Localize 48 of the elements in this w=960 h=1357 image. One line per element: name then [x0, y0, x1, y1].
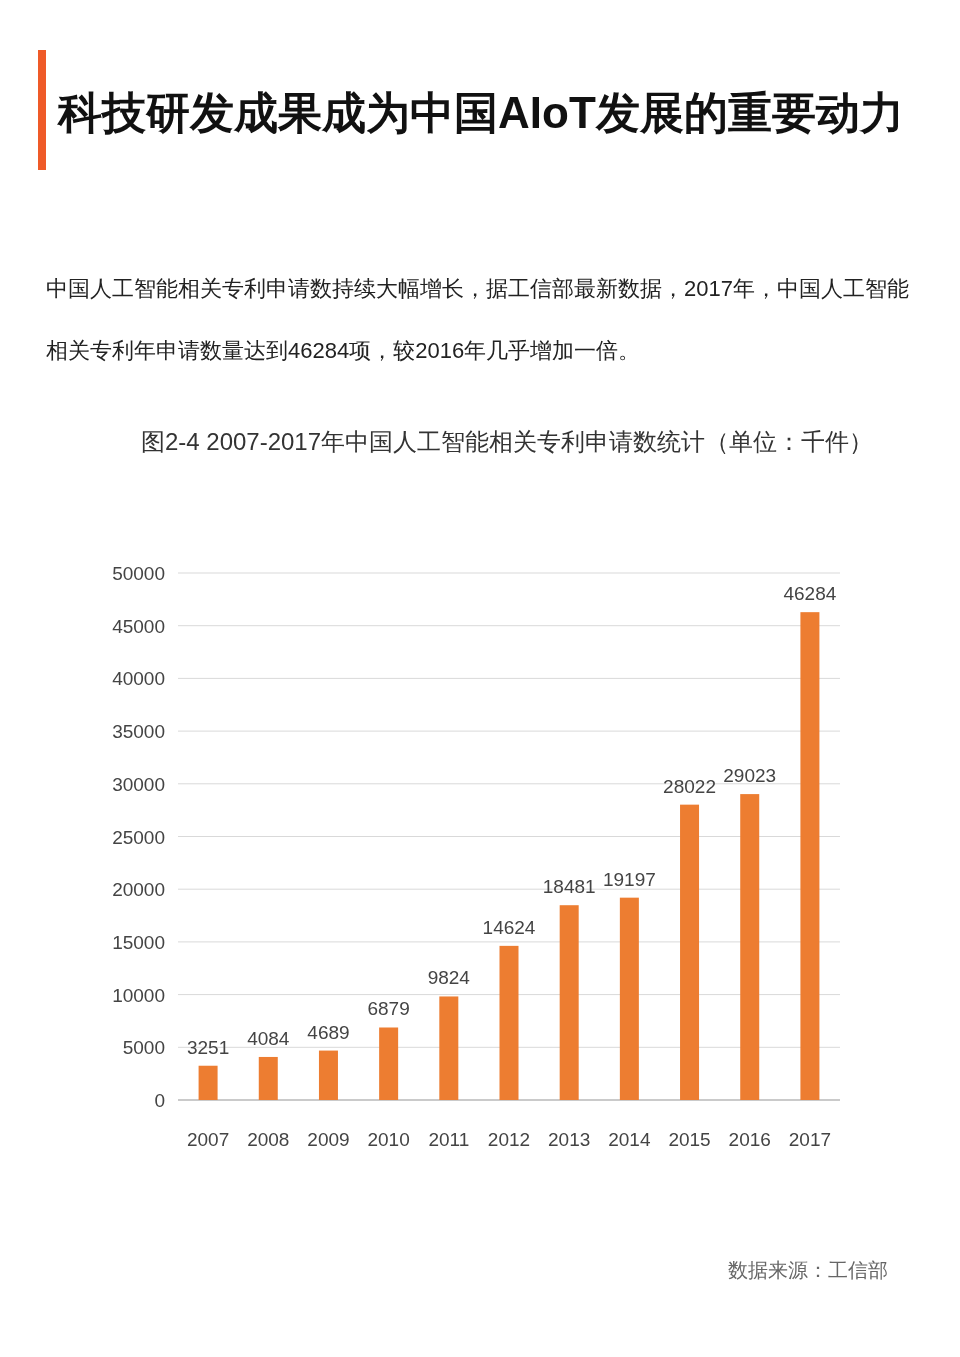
x-tick-label: 2017	[788, 1129, 832, 1150]
x-tick-label: 2013	[548, 1129, 591, 1150]
chart-title: 科技研发成果成为中国AIoT发展的重要动力	[57, 88, 904, 137]
bar	[198, 1065, 218, 1100]
y-tick-label: 20000	[112, 879, 165, 901]
y-tick-label: 45000	[112, 615, 165, 637]
data-label: 28022	[663, 775, 716, 797]
y-tick-label: 5000	[122, 1037, 165, 1059]
y-tick-label: 35000	[112, 721, 165, 743]
y-tick-label: 15000	[112, 931, 165, 953]
x-tick-label: 2014	[608, 1129, 651, 1150]
data-label: 4084	[247, 1027, 290, 1049]
y-tick-label: 50000	[112, 563, 165, 584]
caption: 图2-4 2007-2017年中国人工智能相关专利申请数统计（单位：千件）	[140, 428, 874, 455]
data-label: 18481	[542, 876, 596, 898]
data-label: 6879	[367, 998, 410, 1020]
x-tick-label: 2016	[728, 1129, 771, 1150]
bar	[258, 1056, 278, 1100]
x-tick-label: 2007	[186, 1129, 230, 1150]
data-label: 14624	[482, 916, 536, 938]
data-label: 9824	[427, 967, 471, 989]
y-tick-label: 30000	[112, 773, 165, 795]
bar	[439, 996, 459, 1100]
bar	[499, 945, 519, 1100]
bar	[800, 612, 820, 1100]
source-note: 数据来源：工信部	[728, 1259, 888, 1281]
x-tick-label: 2012	[487, 1129, 531, 1150]
bar	[379, 1027, 399, 1100]
x-tick-label: 2008	[247, 1129, 290, 1150]
bar	[559, 905, 579, 1100]
y-tick-label: 40000	[112, 668, 165, 690]
x-tick-label: 2010	[367, 1129, 410, 1150]
y-tick-label: 25000	[112, 826, 165, 848]
data-label: 46284	[783, 583, 837, 605]
data-label: 19197	[602, 868, 656, 890]
y-tick-label: 0	[154, 1090, 165, 1111]
data-label: 29023	[723, 765, 777, 787]
x-tick-label: 2009	[307, 1129, 350, 1150]
x-tick-label: 2011	[428, 1129, 470, 1150]
x-tick-label: 2015	[668, 1129, 711, 1150]
data-label: 4689	[307, 1021, 350, 1043]
bar	[680, 804, 700, 1100]
bar	[619, 897, 639, 1100]
bar	[318, 1050, 338, 1100]
bar	[740, 794, 760, 1100]
y-tick-label: 10000	[112, 984, 165, 1006]
data-label: 3251	[186, 1036, 230, 1058]
text: 中国人工智能相关专利申请数持续大幅增长，据工信部最新数据，2017年，中国人工智能相关专利年申请数量达到46284项，较2016年几乎增加一倍。	[46, 276, 909, 363]
